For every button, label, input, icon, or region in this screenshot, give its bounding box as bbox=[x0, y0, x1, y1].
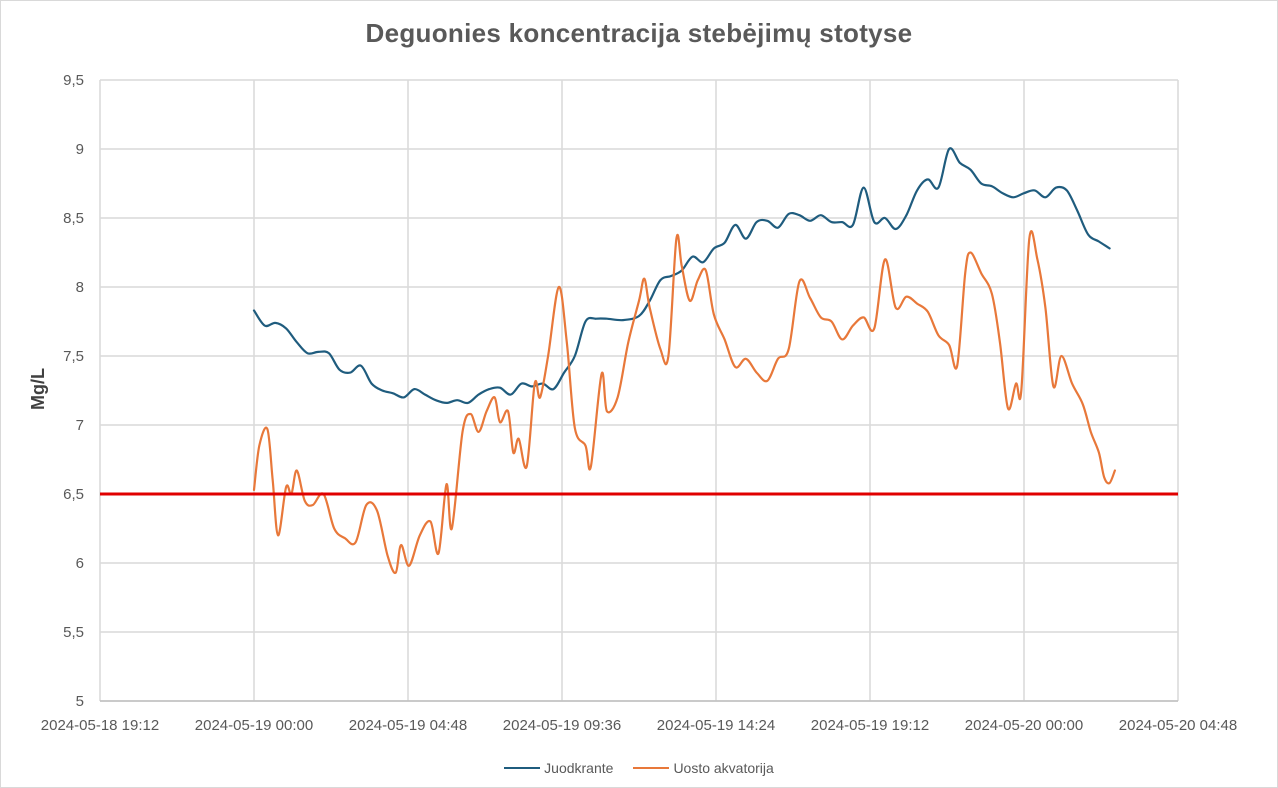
x-tick-label: 2024-05-19 09:36 bbox=[503, 717, 621, 734]
y-tick-label: 5 bbox=[76, 693, 84, 710]
y-tick-label: 7,5 bbox=[63, 348, 84, 365]
legend-item: Uosto akvatorija bbox=[633, 760, 774, 776]
x-tick-label: 2024-05-20 04:48 bbox=[1119, 717, 1237, 734]
y-tick-label: 5,5 bbox=[63, 624, 84, 641]
series-line-uosto-akvatorija bbox=[252, 230, 1116, 575]
series-lines bbox=[252, 147, 1116, 575]
legend: Juodkrante Uosto akvatorija bbox=[0, 756, 1278, 776]
y-tick-label: 7 bbox=[76, 417, 84, 434]
legend-label: Uosto akvatorija bbox=[673, 760, 774, 776]
x-tick-label: 2024-05-19 04:48 bbox=[349, 717, 467, 734]
x-tick-label: 2024-05-19 00:00 bbox=[195, 717, 313, 734]
y-tick-label: 6,5 bbox=[63, 486, 84, 503]
legend-swatch bbox=[633, 767, 670, 769]
tick-labels: 5 5,5 6 6,5 7 7,5 8 8,5 9 9,5 2024-05-18 19:12 2024… bbox=[41, 72, 1237, 734]
series-line-juodkrante bbox=[252, 147, 1111, 405]
x-tick-label: 2024-05-19 19:12 bbox=[811, 717, 929, 734]
y-axis-title: Mg/L bbox=[28, 368, 48, 410]
y-tick-label: 9 bbox=[76, 141, 84, 158]
y-tick-label: 6 bbox=[76, 555, 84, 572]
y-tick-label: 8 bbox=[76, 279, 84, 296]
legend-item: Juodkrante bbox=[504, 760, 613, 776]
x-tick-label: 2024-05-19 14:24 bbox=[657, 717, 775, 734]
chart-title: Deguonies koncentracija stebėjimų stotys… bbox=[365, 18, 913, 48]
y-tick-label: 9,5 bbox=[63, 72, 84, 89]
x-tick-label: 2024-05-20 00:00 bbox=[965, 717, 1083, 734]
legend-label: Juodkrante bbox=[544, 760, 614, 776]
x-tick-label: 2024-05-18 19:12 bbox=[41, 717, 159, 734]
gridlines bbox=[99, 79, 1179, 702]
y-tick-label: 8,5 bbox=[63, 210, 84, 227]
legend-swatch bbox=[504, 767, 541, 769]
